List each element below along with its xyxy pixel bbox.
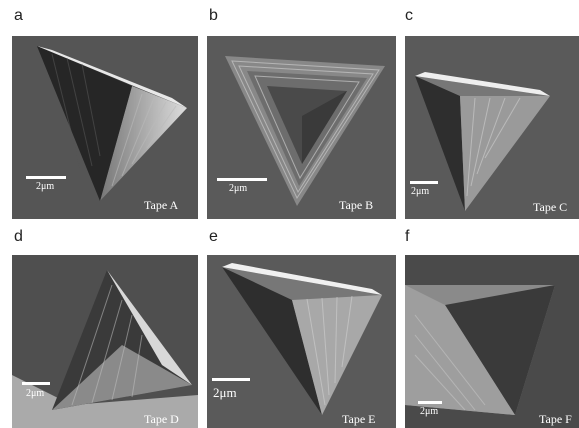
indentation-image-c — [405, 36, 579, 219]
indentation-image-d — [12, 255, 198, 428]
tape-label-f: Tape F — [539, 412, 572, 426]
indentation-image-f — [405, 255, 579, 428]
scale-label-a: 2μm — [36, 181, 55, 192]
scale-label-f: 2μm — [420, 406, 439, 417]
tape-label-c: Tape C — [533, 200, 568, 214]
scale-label-c: 2μm — [411, 186, 430, 197]
panel-letter-f: f — [405, 228, 410, 245]
sem-image-a: 2μm Tape A — [12, 36, 198, 219]
indentation-image-a — [12, 36, 198, 219]
panel-letter-c: c — [405, 7, 413, 24]
scale-label-b: 2μm — [229, 183, 248, 194]
scale-label-d: 2μm — [26, 388, 45, 399]
sem-image-e: 2μm Tape E — [207, 255, 396, 428]
indentation-image-e — [207, 255, 396, 428]
scale-bar-a — [26, 176, 66, 179]
tape-label-a: Tape A — [144, 198, 179, 212]
panel-letter-b: b — [209, 7, 218, 24]
sem-image-f: 2μm Tape F — [405, 255, 579, 428]
scale-bar-b — [217, 178, 267, 181]
scale-label-e: 2μm — [213, 385, 237, 400]
tape-label-b: Tape B — [339, 198, 374, 212]
scale-bar-d — [22, 382, 50, 385]
panel-letter-e: e — [209, 228, 218, 245]
sem-image-d: 2μm Tape D — [12, 255, 198, 428]
scale-bar-c — [410, 181, 438, 184]
sem-image-b: 2μm Tape B — [207, 36, 396, 219]
panel-letter-a: a — [14, 7, 23, 24]
scale-bar-f — [418, 401, 442, 404]
tape-label-d: Tape D — [144, 412, 179, 426]
tape-label-e: Tape E — [342, 412, 376, 426]
scale-bar-e — [212, 378, 250, 381]
panel-letter-d: d — [14, 228, 23, 245]
sem-image-c: 2μm Tape C — [405, 36, 579, 219]
indentation-image-b — [207, 36, 396, 219]
